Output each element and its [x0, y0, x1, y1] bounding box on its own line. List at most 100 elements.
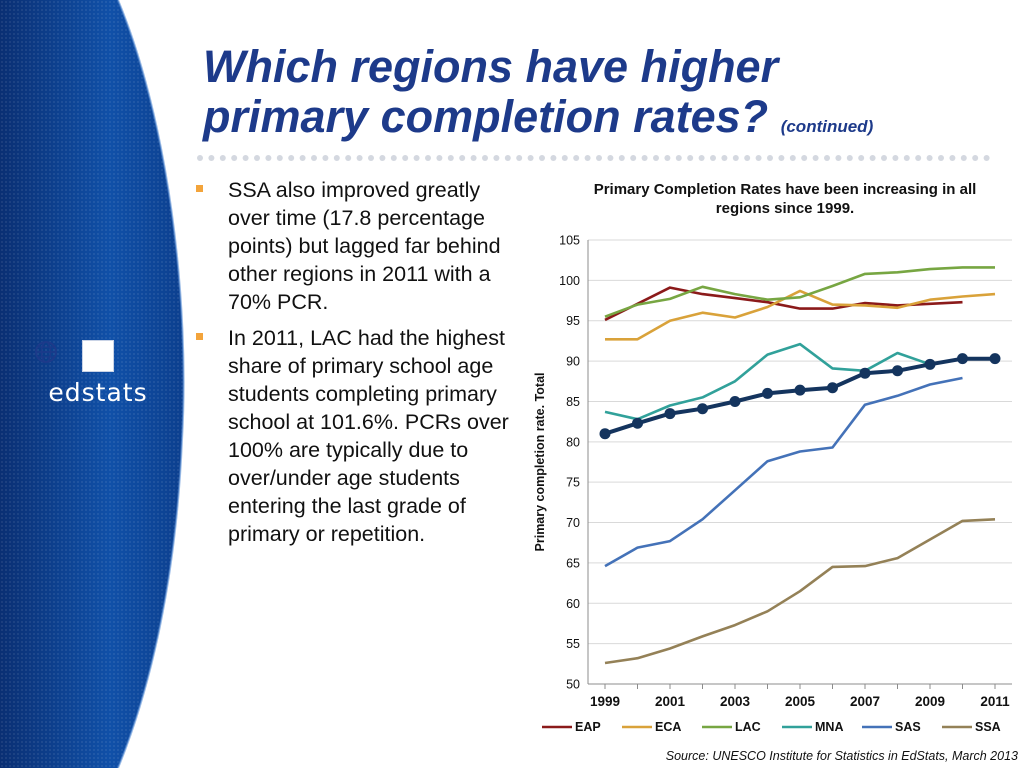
legend-label-ssa: SSA: [975, 720, 1001, 734]
legend-label-eap: EAP: [575, 720, 601, 734]
divider-dot: [755, 155, 762, 161]
divider-dot: [299, 155, 306, 161]
data-point-wld: [892, 365, 903, 377]
divider-dot: [447, 155, 454, 161]
divider-dot: [504, 155, 511, 161]
divider-dot: [983, 155, 990, 161]
divider-dot: [801, 155, 808, 161]
divider-dot: [402, 155, 409, 161]
divider-dot: [493, 155, 500, 161]
divider-dot: [561, 155, 568, 161]
divider-dot: [835, 155, 842, 161]
y-tick-label: 95: [566, 314, 580, 328]
title-divider: [197, 155, 990, 161]
series-line-mna: [604, 342, 931, 421]
y-axis-label: Primary completion rate. Total: [533, 373, 547, 552]
divider-dot: [960, 155, 967, 161]
divider-dot: [345, 155, 352, 161]
divider-dot: [938, 155, 944, 161]
data-point-wld: [697, 403, 708, 415]
series-line-lac: [604, 266, 995, 318]
y-tick-label: 85: [566, 395, 580, 409]
divider-dot: [288, 155, 295, 161]
bullet-text: In 2011, LAC had the highest share of pr…: [228, 326, 509, 546]
bullet-item: SSA also improved greatly over time (17.…: [188, 176, 518, 316]
divider-dot: [527, 155, 534, 161]
divider-dot: [276, 155, 283, 161]
bullet-list: SSA also improved greatly over time (17.…: [188, 176, 518, 556]
divider-dot: [413, 155, 420, 161]
divider-dot: [470, 155, 477, 161]
divider-dot: [892, 155, 899, 161]
divider-dot: [584, 155, 591, 161]
divider-dot: [949, 155, 956, 161]
divider-dot: [618, 155, 625, 161]
x-tick-label: 2011: [980, 694, 1010, 709]
divider-dot: [903, 155, 910, 161]
divider-dot: [254, 155, 260, 161]
edstats-logo: edstats: [34, 340, 162, 407]
data-point-wld: [794, 384, 806, 396]
divider-dot: [265, 155, 272, 161]
divider-dot: [687, 155, 694, 161]
divider-dot: [846, 155, 853, 161]
divider-dot: [721, 155, 728, 161]
y-tick-label: 75: [566, 476, 580, 490]
divider-dot: [812, 155, 819, 161]
series-line-eca: [605, 289, 996, 341]
slide-title: Which regions have higher primary comple…: [203, 42, 1003, 142]
divider-dot: [972, 155, 979, 161]
x-tick-label: 2005: [785, 694, 816, 709]
divider-dot: [596, 155, 602, 161]
y-tick-label: 70: [566, 516, 580, 530]
y-tick-label: 100: [559, 274, 580, 288]
divider-dot: [641, 155, 648, 161]
divider-dot: [208, 155, 215, 161]
x-tick-label: 2003: [720, 694, 751, 709]
data-point-wld: [729, 395, 741, 407]
divider-dot: [767, 155, 773, 161]
sidebar-background: edstats: [0, 0, 200, 768]
divider-dot: [915, 155, 922, 161]
data-point-wld: [632, 417, 643, 429]
divider-dot: [311, 155, 317, 161]
divider-dot: [732, 155, 739, 161]
y-tick-label: 60: [566, 597, 580, 611]
divider-dot: [573, 155, 580, 161]
line-chart: 50 55 60 65 70 75 80 85 90 95 100 105 1999 2001 2003 20…: [533, 234, 1012, 734]
divider-dot: [664, 155, 671, 161]
chart-title: Primary Completion Rates have been incre…: [593, 181, 977, 217]
divider-dot: [881, 155, 887, 161]
y-tick-label: 80: [566, 435, 580, 449]
series-line-wld: [604, 356, 995, 436]
divider-dot: [858, 155, 865, 161]
logo-wordmark: edstats: [48, 378, 148, 407]
divider-dot: [231, 155, 238, 161]
divider-dot: [710, 155, 716, 161]
divider-dot: [516, 155, 523, 161]
divider-dot: [219, 155, 226, 161]
y-tick-label: 90: [566, 355, 580, 369]
bullet-marker: [196, 333, 203, 340]
title-line-1: Which regions have higher: [203, 41, 779, 92]
divider-dot: [459, 155, 466, 161]
data-point-wld: [827, 382, 838, 394]
series-line-sas: [604, 376, 963, 568]
divider-dot: [356, 155, 363, 161]
y-tick-label: 55: [566, 637, 580, 651]
divider-dot: [550, 155, 557, 161]
divider-dot: [675, 155, 682, 161]
divider-dot: [390, 155, 397, 161]
divider-dot: [653, 155, 659, 161]
data-point-wld: [957, 353, 968, 365]
divider-dot: [698, 155, 705, 161]
y-tick-label: 50: [566, 678, 580, 692]
divider-dot: [425, 155, 431, 161]
divider-dot: [607, 155, 614, 161]
x-tick-label: 2001: [655, 694, 686, 709]
bullet-item: In 2011, LAC had the highest share of pr…: [188, 324, 518, 548]
source-note: Source: UNESCO Institute for Statistics …: [665, 749, 1018, 763]
divider-dot: [744, 155, 751, 161]
divider-dot: [926, 155, 933, 161]
divider-dot: [197, 155, 203, 161]
